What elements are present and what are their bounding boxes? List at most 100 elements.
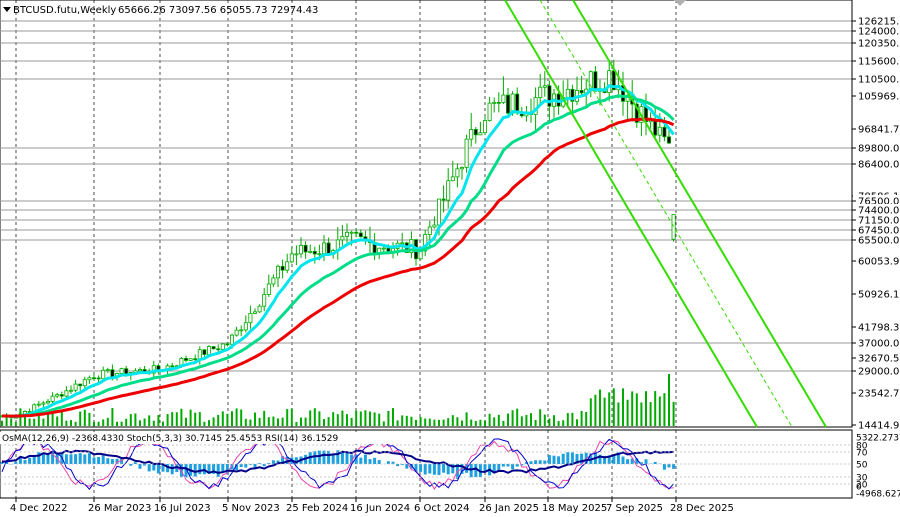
price-tick-label: 37000.00 (858, 339, 900, 350)
ind-tick-label: 30 (856, 474, 868, 484)
osma-bar (60, 453, 64, 464)
ind-tick-label: 50 (856, 461, 868, 471)
osma-bar (635, 458, 639, 464)
time-axis: 4 Dec 2022 26 Mar 2023 16 Jul 2023 5 Nov 20… (10, 498, 734, 514)
volume-bar (649, 402, 652, 426)
volume-bar (300, 417, 302, 426)
candle-body (515, 93, 520, 114)
volume-bars (1, 374, 675, 426)
osma-bar (386, 461, 390, 464)
osma-bar (345, 451, 349, 464)
osma-bar (672, 464, 676, 469)
osma-bar (221, 464, 225, 473)
osma-bar (506, 464, 510, 467)
volume-bar (474, 421, 477, 426)
osma-bar (644, 459, 648, 464)
osma-bar (469, 464, 473, 478)
osma-bar (529, 461, 533, 464)
volume-bar (566, 413, 569, 426)
time-tick-label: 26 Jan 2025 (479, 503, 539, 514)
volume-bar (106, 417, 109, 426)
candle-body (36, 403, 41, 406)
volume-bar (346, 414, 348, 426)
osma-bar (64, 454, 68, 464)
level-tag-bg (853, 365, 900, 377)
osma-bar (143, 464, 147, 466)
volume-bar (451, 415, 454, 426)
volume-bar (373, 412, 376, 426)
candle-body (101, 369, 106, 380)
candle-body (667, 136, 672, 144)
volume-bar (267, 417, 270, 426)
volume-bar (97, 421, 100, 426)
volume-bar (530, 413, 532, 426)
osma-bar (317, 450, 321, 464)
volume-bar (562, 420, 565, 426)
level-tag-bg (853, 224, 900, 236)
osma-bar (520, 464, 524, 466)
volume-bar (14, 421, 17, 426)
candle-body (538, 86, 543, 99)
osma-bar (667, 464, 671, 468)
scroll-marker-icon[interactable] (674, 0, 686, 6)
price-tick-label: 115600.00 (858, 57, 900, 68)
volume-bar (580, 410, 583, 426)
dropdown-triangle-icon[interactable] (3, 7, 11, 12)
candle-body (492, 101, 497, 104)
stoch-main-line (1, 438, 674, 490)
candle-body (501, 94, 506, 103)
level-tag-bg (853, 337, 900, 349)
osma-bar (115, 458, 119, 464)
candle-body (459, 167, 464, 170)
volume-bar (74, 421, 77, 426)
channel-mid-line (539, 0, 793, 428)
volume-bar (1, 420, 3, 426)
candle-body (262, 294, 267, 307)
candle-body (275, 265, 280, 279)
volume-bar (456, 417, 459, 426)
candle-body (188, 358, 193, 361)
volume-bar (465, 412, 468, 426)
candle-body (344, 231, 349, 237)
candle-body (634, 103, 639, 123)
candle-body (183, 358, 188, 361)
candle-body (73, 383, 78, 391)
osma-bar (5, 461, 9, 464)
osma-bar (616, 452, 620, 464)
osma-bar (276, 460, 280, 464)
moving-averages (1, 84, 675, 419)
volume-bar (244, 418, 247, 426)
osma-bar (534, 460, 538, 464)
volume-bar (47, 411, 49, 426)
osma-bar (598, 454, 602, 464)
ind-tick-label: 5322.2737 (856, 434, 900, 444)
osma-bar (225, 464, 229, 475)
volume-bar (599, 389, 601, 426)
candle-body (542, 85, 547, 88)
volume-bar (235, 408, 238, 426)
volume-bar (488, 413, 491, 426)
candle-body (441, 198, 446, 201)
osma-bar (184, 464, 188, 478)
osma-bar (630, 458, 634, 464)
volume-bar (180, 408, 183, 426)
volume-bar (83, 409, 86, 426)
regression-channel (504, 0, 827, 428)
candle-body (285, 261, 290, 271)
level-tag-bg (853, 15, 900, 27)
osma-bar (267, 463, 271, 464)
osma-bar (106, 458, 110, 464)
candle-body (662, 126, 667, 138)
osma-bar (244, 464, 248, 468)
volume-bar (327, 417, 330, 426)
volume-bar (378, 413, 381, 426)
volume-bar (553, 415, 555, 426)
osma-bar (446, 464, 450, 475)
osma-bar (662, 464, 666, 470)
volume-bar (125, 418, 128, 426)
price-tick-label: 23542.70 (858, 389, 900, 400)
volume-bar (617, 402, 620, 426)
osma-bar (575, 453, 579, 464)
osma-bar (626, 459, 630, 464)
